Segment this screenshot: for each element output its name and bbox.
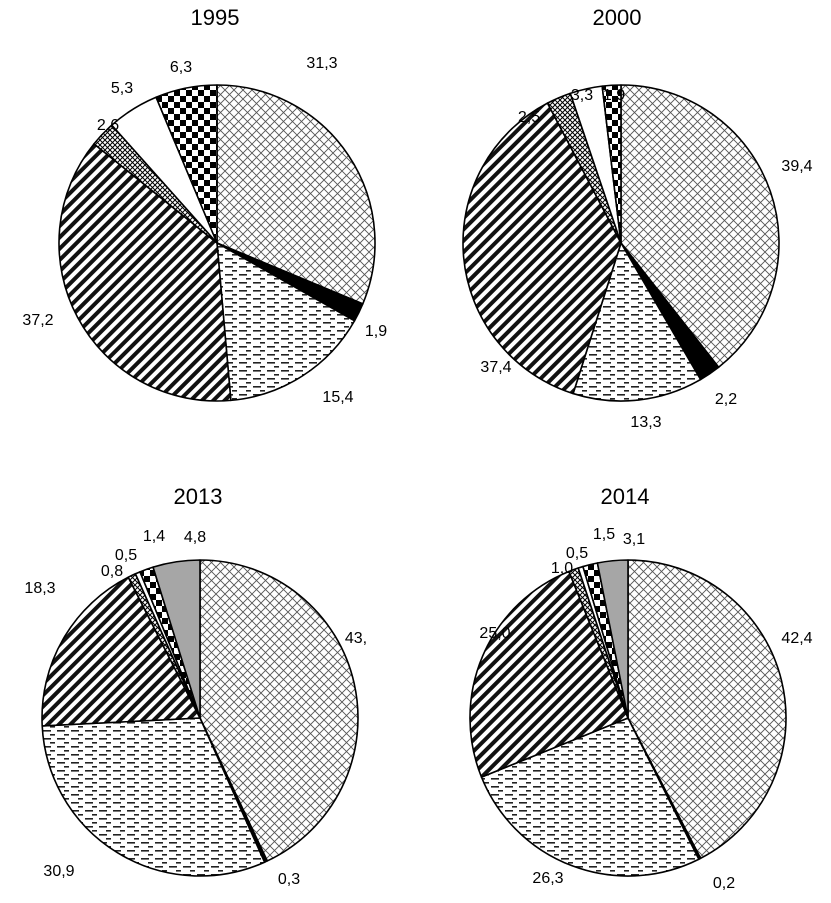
pie-slice <box>572 242 702 402</box>
chart-title: 2014 <box>601 484 650 509</box>
slice-label: 1,0 <box>551 560 573 577</box>
chart-title: 2000 <box>593 5 642 30</box>
pie-chart-2014: 2014 42,4 0,2 26,3 25,0 1,00,5 1,5 3,1 <box>469 484 813 892</box>
pie-slice <box>41 576 201 727</box>
slice-label: 15,4 <box>322 389 353 406</box>
pie-slice <box>601 84 622 244</box>
slice-label: 0,8 <box>101 563 123 580</box>
pie-chart-2000: 2000 39,4 2,2 13,3 37,4 2,5 3,3 1,9 <box>462 5 813 431</box>
slice-label: 30,9 <box>43 863 74 880</box>
slice-label: 31,3 <box>306 55 337 72</box>
slice-label: 42,4 <box>781 630 812 647</box>
slice-label: 1,4 <box>143 528 165 545</box>
slice-label: 43, <box>345 630 367 647</box>
slice-label: 3,3 <box>571 87 593 104</box>
slice-label: 0,2 <box>713 875 735 892</box>
slice-label: 1,5 <box>593 526 615 543</box>
pie-slice <box>462 102 622 395</box>
slice-label: 18,3 <box>24 580 55 597</box>
slice-label: 25,0 <box>479 625 510 642</box>
pie-slice <box>58 143 232 402</box>
pie-slice <box>155 84 218 244</box>
slice-label: 0,3 <box>278 871 300 888</box>
pie-slice <box>199 559 359 862</box>
slice-label: 6,3 <box>170 59 192 76</box>
chart-title: 2013 <box>174 484 223 509</box>
slice-label: 2,2 <box>715 391 737 408</box>
chart-title: 1995 <box>191 5 240 30</box>
pie-chart-2013: 2013 43, 0,3 30,9 18,3 0,80,5 1,4 4,8 <box>24 484 367 888</box>
slice-label: 37,4 <box>480 359 511 376</box>
pie-slice <box>216 84 376 305</box>
slice-label: 2,5 <box>518 109 540 126</box>
slice-label: 1,9 <box>365 323 387 340</box>
pie-slice <box>620 84 780 369</box>
pie-slice <box>469 570 629 778</box>
slice-label: 39,4 <box>781 158 812 175</box>
pie-slice <box>627 559 787 860</box>
pie-slice <box>480 717 700 877</box>
slice-label: 4,8 <box>184 529 206 546</box>
pie-chart-1995: 1995 31,3 1,9 15,4 37,2 2,6 5,3 6,3 <box>22 5 387 406</box>
slice-label: 13,3 <box>630 414 661 431</box>
pie-slice <box>596 559 629 719</box>
slice-label: 26,3 <box>532 870 563 887</box>
pie-slice <box>152 559 201 719</box>
slice-label: 0,5 <box>566 545 588 562</box>
slice-label: 2,6 <box>97 117 119 134</box>
pie-slice <box>41 717 266 877</box>
slice-label: 5,3 <box>111 80 133 97</box>
slice-label: 0,5 <box>115 547 137 564</box>
pie-slice <box>216 242 356 402</box>
slice-label: 1,9 <box>603 87 625 104</box>
slice-label: 3,1 <box>623 531 645 548</box>
slice-label: 37,2 <box>22 312 53 329</box>
